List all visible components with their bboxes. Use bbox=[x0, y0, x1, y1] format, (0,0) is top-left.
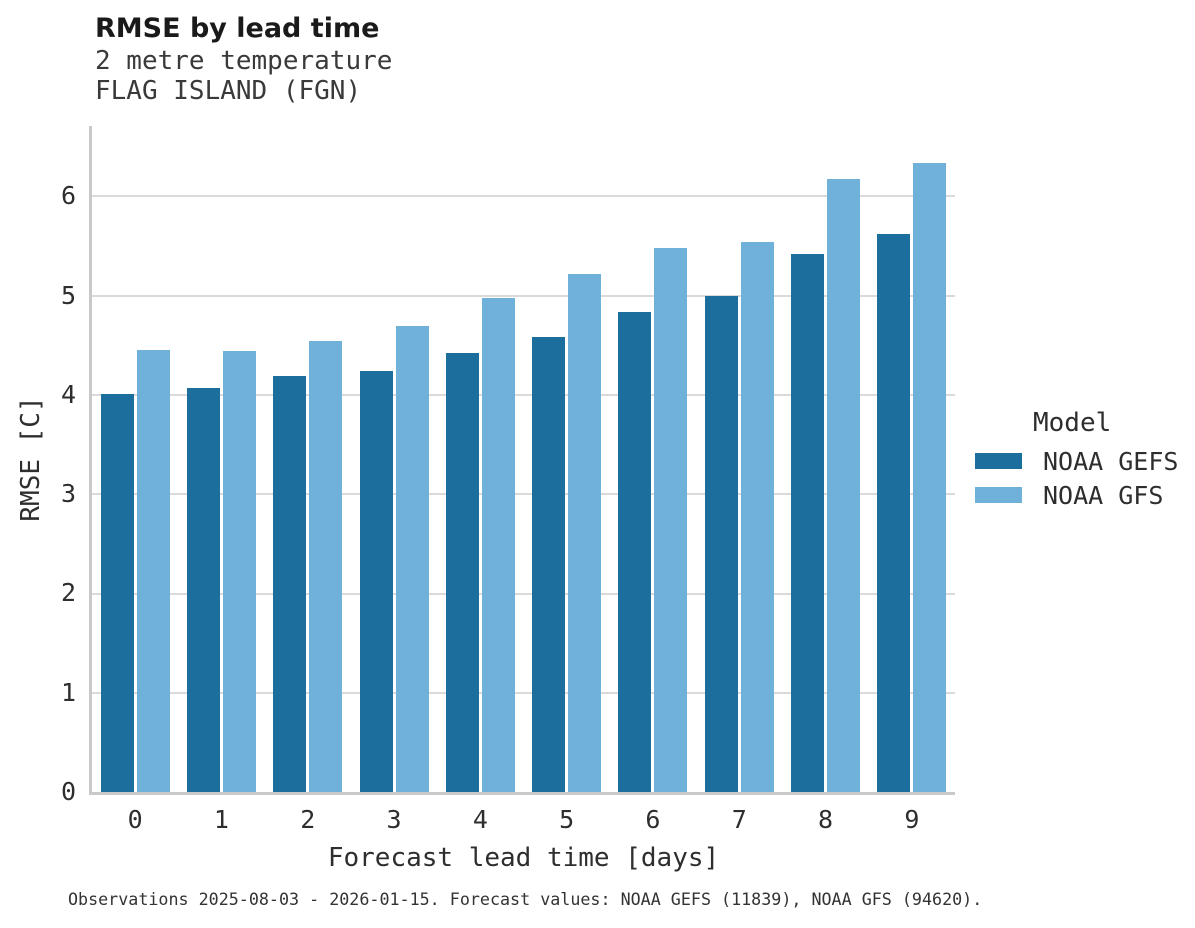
legend-entries: NOAA GEFS NOAA GFS bbox=[975, 444, 1178, 512]
bar-noaa-gefs-lead-8 bbox=[791, 254, 825, 792]
legend-entry-noaa-gfs: NOAA GFS bbox=[975, 478, 1178, 512]
x-tick-label-5: 5 bbox=[559, 805, 575, 834]
bar-noaa-gfs-lead-2 bbox=[309, 341, 343, 792]
legend-entry-noaa-gefs: NOAA GEFS bbox=[975, 444, 1178, 478]
bar-group-lead-7 bbox=[696, 126, 782, 792]
y-tick-label-5: 5 bbox=[60, 280, 76, 310]
bar-noaa-gefs-lead-2 bbox=[273, 376, 307, 792]
bar-group-lead-6 bbox=[610, 126, 696, 792]
bar-noaa-gefs-lead-4 bbox=[445, 353, 479, 792]
bar-noaa-gfs-lead-0 bbox=[136, 350, 170, 792]
footer-caption: Observations 2025-08-03 - 2026-01-15. Fo… bbox=[68, 889, 983, 909]
bar-group-lead-1 bbox=[178, 126, 264, 792]
legend-swatch-noaa-gfs bbox=[975, 487, 1022, 503]
bar-noaa-gfs-lead-9 bbox=[913, 162, 947, 792]
gridline-y-4 bbox=[92, 393, 955, 396]
bar-noaa-gefs-lead-5 bbox=[532, 337, 566, 792]
bar-noaa-gfs-lead-5 bbox=[568, 273, 602, 792]
plot-area bbox=[89, 126, 955, 795]
x-tick-label-0: 0 bbox=[127, 805, 143, 834]
gridline-y-1 bbox=[92, 691, 955, 694]
legend-title: Model bbox=[1033, 408, 1112, 438]
x-tick-label-9: 9 bbox=[904, 805, 920, 834]
bar-noaa-gefs-lead-6 bbox=[618, 311, 652, 792]
gridline-y-5 bbox=[92, 294, 955, 297]
bar-noaa-gfs-lead-8 bbox=[827, 178, 861, 792]
bar-noaa-gefs-lead-1 bbox=[186, 388, 220, 792]
x-tick-label-8: 8 bbox=[818, 805, 834, 834]
x-tick-label-1: 1 bbox=[213, 805, 229, 834]
bars-row bbox=[92, 126, 955, 792]
gridline-y-6 bbox=[92, 195, 955, 198]
bar-noaa-gfs-lead-6 bbox=[654, 248, 688, 792]
bar-noaa-gfs-lead-3 bbox=[395, 325, 429, 792]
x-tick-label-3: 3 bbox=[386, 805, 402, 834]
gridline-y-3 bbox=[92, 493, 955, 496]
bar-noaa-gefs-lead-0 bbox=[100, 394, 134, 792]
bar-group-lead-3 bbox=[351, 126, 437, 792]
x-tick-label-2: 2 bbox=[300, 805, 316, 834]
bar-group-lead-8 bbox=[782, 126, 868, 792]
chart-subtitle-station: FLAG ISLAND (FGN) bbox=[95, 76, 362, 106]
bar-noaa-gfs-lead-1 bbox=[222, 351, 256, 792]
chart-title: RMSE by lead time bbox=[95, 13, 380, 44]
y-tick-label-1: 1 bbox=[60, 677, 76, 707]
x-tick-label-6: 6 bbox=[645, 805, 661, 834]
y-tick-label-2: 2 bbox=[60, 578, 76, 608]
bar-noaa-gfs-lead-7 bbox=[740, 242, 774, 792]
bar-noaa-gefs-lead-7 bbox=[704, 295, 738, 792]
bar-noaa-gefs-lead-3 bbox=[359, 371, 393, 792]
y-tick-labels: 0 1 2 3 4 5 6 bbox=[0, 126, 76, 806]
bar-noaa-gfs-lead-4 bbox=[481, 297, 515, 792]
legend-label-noaa-gfs: NOAA GFS bbox=[1043, 480, 1164, 510]
x-tick-label-7: 7 bbox=[731, 805, 747, 834]
legend-swatch-noaa-gefs bbox=[975, 453, 1022, 469]
x-axis-label: Forecast lead time [days] bbox=[327, 843, 720, 873]
x-tick-label-4: 4 bbox=[472, 805, 488, 834]
chart-header: RMSE by lead time 2 metre temperature FL… bbox=[95, 12, 392, 106]
y-tick-label-4: 4 bbox=[60, 379, 76, 409]
bar-group-lead-2 bbox=[265, 126, 351, 792]
bar-noaa-gefs-lead-9 bbox=[877, 234, 911, 792]
bar-group-lead-9 bbox=[869, 126, 955, 792]
bar-group-lead-0 bbox=[92, 126, 178, 792]
y-tick-label-6: 6 bbox=[60, 181, 76, 211]
chart-subtitle-variable: 2 metre temperature bbox=[95, 46, 393, 76]
bar-group-lead-5 bbox=[523, 126, 609, 792]
x-tick-labels: 0 1 2 3 4 5 6 7 8 9 bbox=[92, 804, 955, 836]
y-tick-label-0: 0 bbox=[60, 777, 76, 806]
legend-label-noaa-gefs: NOAA GEFS bbox=[1043, 446, 1179, 476]
bar-group-lead-4 bbox=[437, 126, 523, 792]
y-tick-label-3: 3 bbox=[60, 479, 76, 509]
gridline-y-2 bbox=[92, 592, 955, 595]
legend: Model NOAA GEFS NOAA GFS bbox=[975, 408, 1178, 512]
